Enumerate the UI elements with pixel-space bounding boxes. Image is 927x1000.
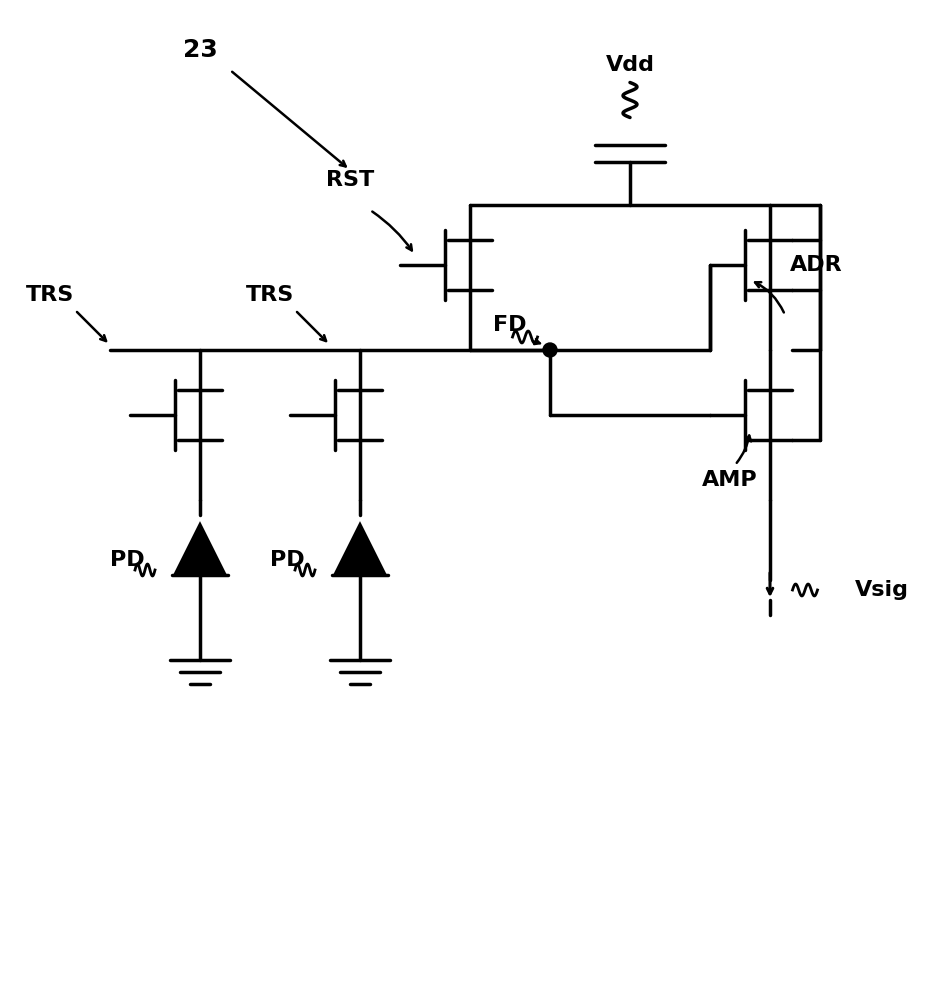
Text: FD: FD <box>493 315 527 335</box>
Text: Vsig: Vsig <box>854 580 908 600</box>
Text: ADR: ADR <box>789 255 842 275</box>
Polygon shape <box>175 525 224 575</box>
Circle shape <box>542 343 556 357</box>
Text: AMP: AMP <box>702 470 757 490</box>
Text: RST: RST <box>325 170 374 190</box>
Text: PD: PD <box>270 550 304 570</box>
Polygon shape <box>335 525 385 575</box>
Text: 23: 23 <box>183 38 217 62</box>
Text: PD: PD <box>110 550 145 570</box>
Text: TRS: TRS <box>26 285 74 305</box>
Text: Vdd: Vdd <box>604 55 654 75</box>
Text: TRS: TRS <box>246 285 294 305</box>
